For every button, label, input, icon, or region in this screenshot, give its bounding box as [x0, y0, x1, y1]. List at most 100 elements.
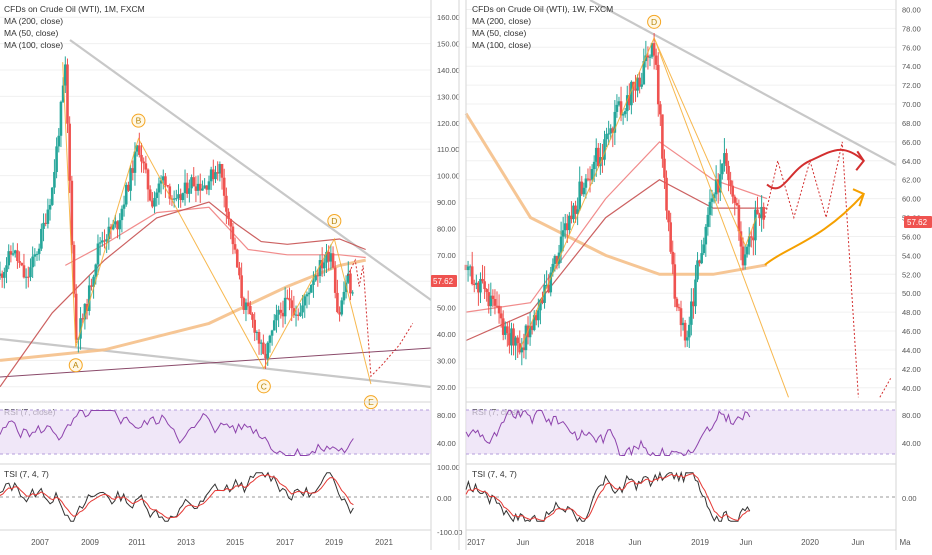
right-candle-body	[487, 292, 491, 307]
left-candle	[7, 244, 11, 270]
left-y-tick-label: 80.00	[437, 224, 456, 233]
left-candle	[87, 275, 91, 316]
right-candle	[545, 270, 548, 289]
right-price-pane[interactable]: D	[464, 0, 897, 402]
left-x-tick-label: 2013	[177, 538, 195, 547]
left-rsi-pane[interactable]	[0, 409, 431, 456]
right-candle	[741, 237, 745, 271]
left-candle	[103, 229, 106, 249]
left-candle-body	[172, 198, 176, 200]
left-candle-body	[277, 309, 280, 315]
right-candle	[503, 321, 507, 340]
right-candle-body	[611, 128, 615, 133]
left-candle-body	[135, 145, 139, 152]
left-candle-body	[146, 169, 150, 190]
right-candle	[640, 72, 644, 90]
right-candle	[704, 224, 708, 257]
right-candle	[737, 199, 741, 241]
right-candle	[466, 260, 470, 282]
left-candle-body	[342, 291, 346, 301]
left-candle	[70, 175, 74, 254]
right-candle-body	[520, 347, 524, 353]
left-candle	[31, 246, 34, 279]
left-candle	[299, 303, 302, 317]
left-candle	[9, 245, 13, 263]
right-candle	[481, 264, 484, 284]
right-candle	[472, 279, 476, 293]
tsi-line	[465, 470, 751, 523]
right-candle	[679, 300, 683, 337]
right-candle-body	[735, 202, 739, 206]
right-tsi-pane[interactable]	[465, 470, 896, 523]
left-wave-label-d: D	[327, 213, 342, 228]
left-wave-path	[62, 62, 372, 385]
right-candle-body	[679, 308, 683, 326]
left-candle	[98, 237, 102, 256]
left-candle-body	[81, 318, 85, 320]
left-candle-body	[64, 64, 67, 86]
right-legend-ma50: MA (50, close)	[472, 28, 526, 38]
left-candle-body	[105, 239, 108, 242]
left-candles	[0, 56, 354, 369]
right-candle-body	[671, 251, 675, 265]
right-rsi-pane[interactable]	[465, 408, 896, 457]
right-candle	[582, 182, 586, 197]
left-candle-body	[318, 260, 322, 277]
right-candle	[690, 288, 693, 336]
right-candle	[694, 264, 697, 314]
wave-label-text: C	[261, 381, 267, 391]
right-candle-body	[537, 310, 540, 321]
right-candle	[528, 312, 532, 346]
left-tsi-pane[interactable]	[0, 471, 431, 522]
left-candle	[48, 198, 52, 221]
left-candle	[40, 223, 43, 252]
left-y-tick-label: 40.00	[437, 330, 456, 339]
right-candle-body	[603, 139, 606, 160]
left-candle-body	[20, 262, 24, 266]
right-candle-body	[687, 324, 691, 338]
left-candle	[0, 261, 2, 280]
left-candle-body	[281, 312, 285, 317]
right-candle-body	[524, 325, 528, 351]
left-candle-body	[29, 267, 32, 278]
left-candle	[203, 178, 206, 189]
right-tsi-tick-label: 0.00	[902, 494, 917, 503]
left-candle-body	[161, 176, 165, 181]
left-y-axis: 20.0030.0040.0050.0060.0070.0080.0090.00…	[437, 13, 460, 392]
right-candle	[617, 96, 621, 107]
left-candle	[177, 184, 180, 208]
right-candle	[530, 320, 534, 335]
left-candle-body	[40, 228, 43, 249]
right-projection-red-arrowhead	[855, 150, 865, 171]
right-candle-body	[481, 278, 484, 282]
left-candle-body	[98, 242, 102, 244]
right-ma-line-3	[465, 178, 767, 342]
right-candle-body	[559, 236, 563, 253]
left-candle-body	[290, 300, 293, 309]
left-candle-body	[314, 275, 317, 281]
left-candle	[198, 173, 202, 203]
wave-label-text: A	[73, 360, 79, 370]
right-candle	[754, 200, 757, 256]
left-candle-body	[46, 209, 50, 224]
right-candle-body	[619, 101, 623, 116]
left-candle	[329, 244, 333, 270]
left-candle-body	[66, 64, 69, 124]
left-candle-body	[309, 284, 313, 293]
left-candle	[307, 287, 311, 305]
right-candle	[650, 42, 654, 59]
left-candle-body	[336, 292, 339, 313]
right-candle	[524, 324, 528, 360]
right-candle	[603, 130, 606, 166]
right-candle	[613, 100, 617, 145]
left-candle-body	[166, 185, 169, 187]
left-candle	[272, 314, 276, 331]
left-candle	[227, 208, 230, 226]
right-candle-body	[472, 284, 476, 286]
right-legend: CFDs on Crude Oil (WTI), 1W, FXCM MA (20…	[472, 4, 613, 50]
left-candle	[209, 166, 213, 190]
left-y-tick-label: 120.00	[437, 119, 460, 128]
left-candle	[118, 213, 122, 240]
left-candle	[305, 291, 309, 309]
